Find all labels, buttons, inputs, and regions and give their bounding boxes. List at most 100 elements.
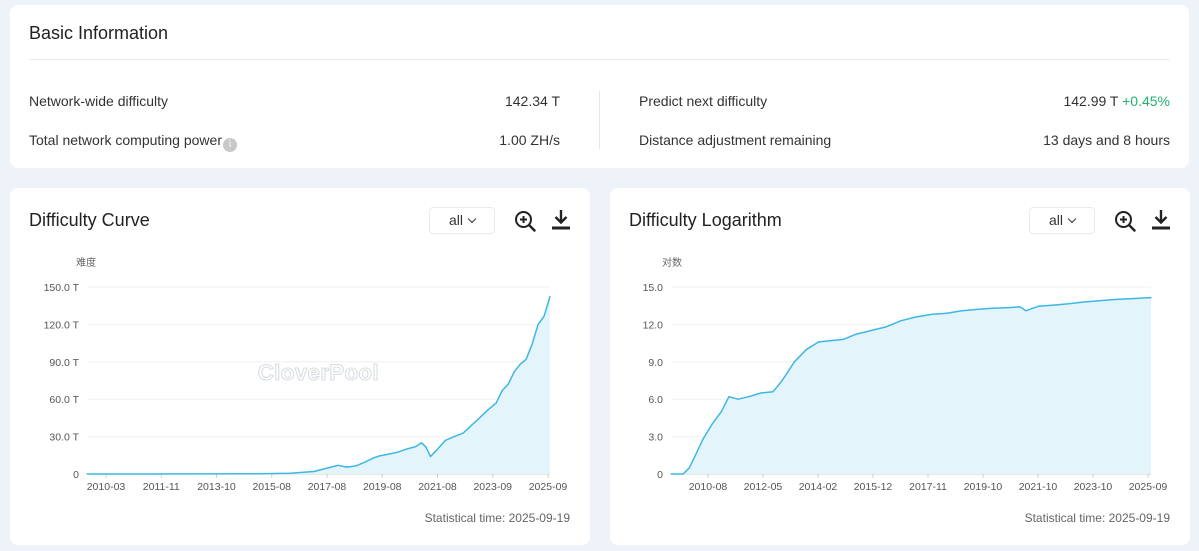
difficulty-curve-title: Difficulty Curve bbox=[29, 210, 150, 230]
data-point bbox=[364, 461, 366, 463]
data-point bbox=[259, 473, 261, 475]
basic-information-card: Basic Information Network-wide difficult… bbox=[10, 5, 1189, 168]
data-point bbox=[415, 446, 417, 448]
data-point bbox=[453, 436, 455, 438]
basic-information-title: Basic Information bbox=[29, 23, 169, 43]
data-point bbox=[760, 392, 762, 394]
info-icon[interactable]: i bbox=[223, 138, 237, 152]
difficulty-curve-card: Difficulty Curve all 难度 0 30.0 T 60.0 T 90.0… bbox=[10, 188, 590, 545]
computing-power-value: 1.00 ZH/s bbox=[499, 132, 560, 148]
log-range-select[interactable]: all bbox=[1029, 207, 1095, 234]
x-tick-label: 2021-10 bbox=[1019, 481, 1058, 493]
data-point bbox=[781, 379, 783, 382]
difficulty-logarithm-chart: 对数 0 3.0 6.0 9.0 12.0 15.0 2010-08 2012-05 2014-0… bbox=[643, 256, 1168, 493]
data-point bbox=[444, 439, 447, 441]
data-point bbox=[355, 465, 357, 467]
data-point bbox=[435, 449, 438, 451]
series-area bbox=[671, 297, 1151, 474]
data-point bbox=[1129, 298, 1131, 300]
data-point bbox=[537, 323, 539, 325]
data-point bbox=[946, 312, 948, 314]
y-tick-label: 90.0 T bbox=[49, 357, 79, 369]
data-point bbox=[199, 473, 202, 475]
data-point bbox=[870, 330, 872, 332]
series-area bbox=[87, 296, 550, 474]
x-tick-label: 2011-11 bbox=[143, 481, 180, 493]
data-point bbox=[682, 473, 684, 475]
curve-range-value: all bbox=[448, 212, 463, 228]
data-point bbox=[737, 398, 739, 400]
y-axis-label: 难度 bbox=[76, 256, 96, 269]
data-point bbox=[337, 464, 339, 466]
data-point bbox=[702, 438, 704, 440]
y-tick-label: 0 bbox=[657, 469, 663, 481]
data-point bbox=[543, 315, 545, 317]
data-point bbox=[531, 343, 533, 345]
data-point bbox=[507, 383, 509, 385]
data-point bbox=[1019, 306, 1021, 308]
y-tick-label: 12.0 bbox=[643, 319, 664, 331]
data-point bbox=[421, 442, 423, 444]
y-tick-label: 120.0 T bbox=[44, 319, 80, 331]
curve-range-select[interactable]: all bbox=[429, 207, 495, 234]
data-point bbox=[748, 396, 750, 398]
data-point bbox=[688, 467, 690, 469]
data-point bbox=[346, 466, 348, 468]
data-point bbox=[397, 451, 399, 453]
network-difficulty-label: Network-wide difficulty bbox=[29, 93, 169, 109]
y-axis-label: 对数 bbox=[662, 256, 682, 269]
data-point bbox=[1068, 303, 1070, 305]
x-tick-label: 2013-10 bbox=[197, 481, 236, 493]
data-point bbox=[425, 446, 427, 448]
x-tick-label: 2014-02 bbox=[799, 481, 838, 493]
predict-difficulty-number: 142.99 T bbox=[1063, 93, 1119, 109]
data-point bbox=[1083, 301, 1085, 303]
data-point bbox=[549, 296, 551, 298]
data-point bbox=[462, 432, 464, 434]
log-statistical-time: Statistical time: 2025-09-19 bbox=[1024, 511, 1170, 525]
data-point bbox=[313, 470, 315, 473]
x-tick-label: 2010-08 bbox=[689, 481, 728, 493]
x-tick-label: 2019-08 bbox=[363, 481, 402, 493]
data-point bbox=[325, 467, 327, 469]
data-point bbox=[793, 361, 795, 363]
computing-power-label-text: Total network computing power bbox=[29, 132, 222, 148]
y-tick-label: 60.0 T bbox=[49, 394, 79, 406]
data-point bbox=[1150, 297, 1152, 299]
download-icon[interactable] bbox=[1151, 209, 1171, 231]
data-point bbox=[525, 358, 527, 360]
watermark-logo: CloverPool bbox=[258, 360, 379, 385]
data-point bbox=[818, 341, 820, 343]
data-point bbox=[711, 423, 713, 425]
data-point bbox=[900, 320, 902, 322]
predict-difficulty-change: +0.45% bbox=[1122, 93, 1170, 109]
zoom-in-icon[interactable] bbox=[1114, 210, 1136, 232]
title-divider bbox=[29, 59, 1170, 60]
data-point bbox=[830, 340, 832, 342]
data-point bbox=[728, 396, 730, 398]
data-point bbox=[931, 313, 933, 315]
y-tick-label: 9.0 bbox=[648, 357, 663, 369]
x-tick-label: 2010-03 bbox=[87, 481, 126, 493]
data-point bbox=[806, 348, 808, 350]
computing-power-label: Total network computing power i bbox=[29, 132, 237, 152]
x-tick-label: 2015-08 bbox=[252, 481, 291, 493]
predict-difficulty-label: Predict next difficulty bbox=[639, 93, 768, 109]
data-point bbox=[289, 472, 291, 474]
data-point bbox=[1025, 310, 1027, 312]
data-point bbox=[477, 418, 479, 420]
y-tick-label: 0 bbox=[73, 469, 79, 481]
zoom-in-icon[interactable] bbox=[514, 210, 536, 232]
y-tick-label: 15.0 bbox=[643, 282, 664, 294]
network-difficulty-value: 142.34 T bbox=[504, 93, 560, 109]
data-point bbox=[991, 307, 994, 309]
data-point bbox=[379, 455, 381, 457]
x-tick-label: 2012-05 bbox=[744, 481, 783, 493]
download-icon[interactable] bbox=[551, 209, 571, 231]
data-point bbox=[1098, 300, 1100, 302]
data-point bbox=[1113, 298, 1115, 301]
data-point bbox=[86, 473, 88, 475]
data-point bbox=[1037, 305, 1039, 307]
difficulty-logarithm-card: Difficulty Logarithm all 对数 0 3.0 6.0 9.0 12.… bbox=[610, 188, 1190, 545]
y-tick-label: 3.0 bbox=[648, 432, 663, 444]
